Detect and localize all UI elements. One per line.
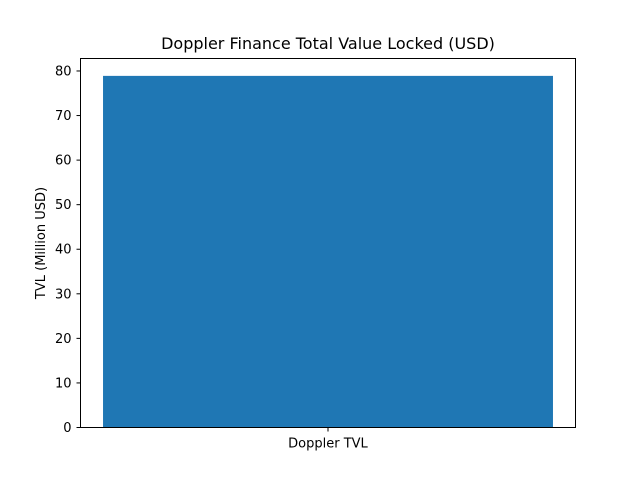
y-axis-ticks: 0 10 20 30 40 50 60 70 80 — [55, 64, 81, 436]
y-tick-label: 50 — [55, 198, 72, 213]
y-tick-label: 80 — [55, 64, 72, 79]
y-tick-label: 20 — [55, 332, 72, 347]
chart-title: Doppler Finance Total Value Locked (USD) — [161, 34, 495, 53]
y-tick-label: 60 — [55, 154, 72, 169]
y-tick-label: 40 — [55, 243, 72, 258]
plot-frame — [80, 58, 576, 428]
y-axis-label: TVL (Million USD) — [34, 187, 49, 300]
y-tick-label: 10 — [55, 376, 72, 391]
x-tick-label: Doppler TVL — [288, 437, 368, 452]
bars-layer — [103, 75, 553, 428]
y-tick-label: 0 — [63, 421, 71, 436]
y-tick-label: 30 — [55, 287, 72, 302]
y-tick-label: 70 — [55, 109, 72, 124]
x-axis-ticks: Doppler TVL — [288, 427, 369, 452]
bar-doppler-tvl — [103, 75, 553, 428]
